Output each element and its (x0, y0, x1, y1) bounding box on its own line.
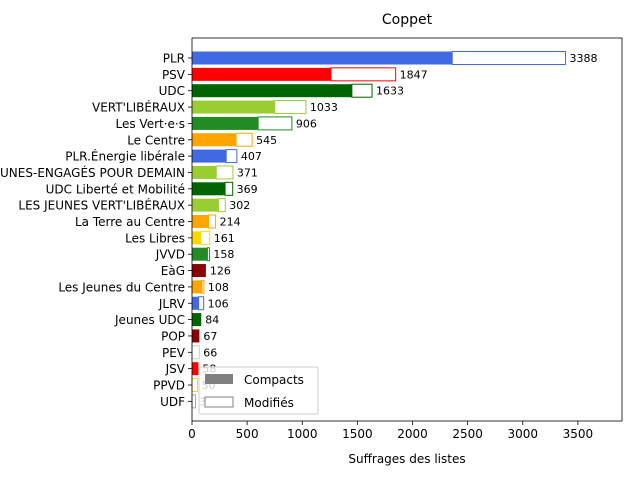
y-tick-label: PLR.Énergie libérale (65, 149, 185, 164)
bar-modifies (206, 247, 210, 262)
value-label: 84 (205, 314, 219, 327)
x-tick-label: 2000 (397, 427, 428, 441)
bar-modifies (198, 296, 205, 311)
value-label: 3388 (570, 52, 598, 65)
bar-compacts (192, 231, 201, 245)
value-label: 906 (296, 117, 317, 130)
bar-modifies (208, 214, 217, 229)
x-tick-label: 2500 (452, 427, 483, 441)
x-tick-label: 1500 (342, 427, 373, 441)
y-tick-label: Jeunes UDC (114, 313, 185, 327)
bar-compacts (192, 149, 227, 163)
bar-compacts (192, 264, 206, 278)
bar-modifies (235, 132, 253, 147)
bar-modifies (191, 378, 199, 392)
bar-compacts (192, 100, 275, 114)
bar-compacts (192, 362, 199, 376)
y-tick-labels: PLR PSV UDC VERT'LIBÉRAUX Les Vert·e·s Le Cen… (0, 52, 192, 409)
bar-modifies (451, 51, 567, 65)
bar-modifies (225, 149, 238, 164)
y-tick-label: VERT'LIBÉRAUX (92, 100, 185, 115)
value-label: 161 (214, 232, 235, 245)
y-tick-label: UDC Liberté et Mobilité (46, 182, 185, 196)
value-label: 369 (237, 183, 258, 196)
legend-swatch-compacts (205, 374, 233, 384)
bar-compacts (192, 165, 217, 179)
x-tick-label: 3500 (563, 427, 594, 441)
bar-compacts (192, 215, 209, 228)
bar-compacts (192, 51, 453, 65)
x-tick-label: 0 (188, 427, 196, 441)
value-label: 67 (203, 330, 217, 343)
bar-modifies (215, 165, 234, 180)
bar-compacts (192, 67, 331, 81)
bar-compacts (192, 84, 352, 98)
legend-label-compacts: Compacts (244, 373, 304, 387)
y-tick-label: Le Centre (127, 133, 185, 147)
value-label: 302 (229, 199, 250, 212)
chart-title: Coppet (382, 12, 433, 28)
y-tick-label: Les Jeunes du Centre (58, 280, 185, 294)
value-label: 545 (256, 134, 277, 147)
legend-swatch-modifies (204, 396, 234, 408)
x-tick-label: 500 (236, 427, 259, 441)
bar-modifies (274, 100, 307, 115)
value-label: 108 (208, 281, 229, 294)
legend-label-modifies: Modifiés (244, 396, 294, 410)
bar-modifies (330, 67, 397, 82)
y-tick-label: PPVD (153, 379, 185, 393)
bar-compacts (192, 313, 202, 327)
bar-modifies (200, 230, 211, 245)
plot-frame (191, 37, 623, 422)
y-tick-label: POP (161, 329, 185, 343)
bar-compacts (192, 198, 219, 212)
y-tick-label: PLR (163, 52, 185, 66)
y-tick-label: Les Libres (125, 231, 185, 245)
y-tick-label: La Terre au Centre (75, 215, 185, 229)
value-label: 214 (220, 216, 241, 229)
y-tick-label: EàG (161, 264, 185, 278)
y-tick-label: PEV (162, 346, 186, 360)
value-label: 66 (203, 346, 217, 359)
x-axis-label: Suffrages des listes (348, 452, 465, 466)
value-label: 158 (213, 248, 234, 261)
bar-modifies (351, 83, 373, 98)
bar-modifies (257, 116, 293, 131)
bar-modifies (201, 279, 205, 294)
legend: Compacts Modifiés (198, 366, 319, 415)
value-label: 1633 (376, 85, 404, 98)
y-tick-label: UDF (160, 395, 185, 409)
bar-compacts (192, 116, 259, 130)
value-label: 106 (208, 297, 229, 310)
bar-compacts (192, 133, 237, 147)
value-label: 1033 (310, 101, 338, 114)
bar-modifies (217, 198, 226, 213)
bar-modifies (191, 345, 200, 360)
bar-compacts (192, 280, 202, 294)
value-labels: 3388 1847 1633 1033 906 545 407 371 369 302 214 161… (200, 52, 598, 408)
value-label: 371 (237, 166, 258, 179)
value-label: 126 (210, 265, 231, 278)
y-tick-label: PSV (162, 68, 186, 82)
bars-group (191, 51, 567, 409)
bar-compacts (192, 329, 200, 343)
y-tick-label: LES JEUNES VERT'LIBÉRAUX (18, 198, 185, 213)
x-tick-label: 1000 (287, 427, 318, 441)
y-tick-label: LES JEUNES-ENGAGÉS POUR DEMAIN (0, 165, 185, 180)
bar-compacts (192, 247, 208, 261)
value-label: 1847 (400, 68, 428, 81)
bar-modifies (191, 394, 197, 409)
bar-compacts (192, 182, 226, 196)
y-tick-label: JSV (165, 362, 186, 376)
bar-modifies (224, 181, 234, 196)
y-tick-label: JVVD (155, 248, 185, 262)
x-axis-ticks: 0 500 1000 1500 2000 2500 3000 3500 (188, 421, 593, 441)
y-tick-label: UDC (159, 84, 185, 98)
y-tick-label: Les Vert·e·s (116, 117, 186, 131)
bar-compacts (192, 296, 199, 310)
y-tick-label: JLRV (158, 297, 186, 311)
value-label: 407 (241, 150, 262, 163)
x-tick-label: 3000 (507, 427, 538, 441)
